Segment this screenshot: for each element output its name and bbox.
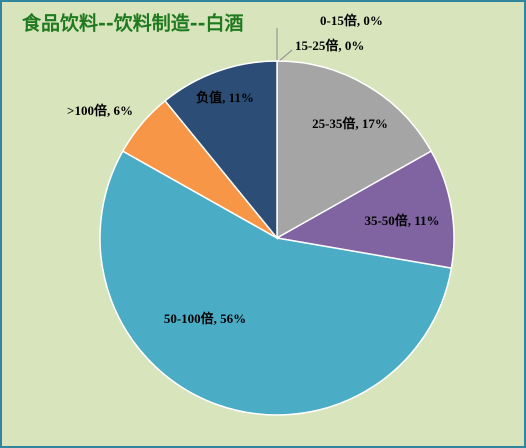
data-label: >100倍, 6%: [67, 103, 133, 118]
data-label: 25-35倍, 17%: [312, 116, 388, 131]
pie-slice: [276, 60, 433, 240]
pie-slice: [164, 60, 278, 241]
data-label: 0-15倍, 0%: [320, 13, 383, 28]
data-label: 50-100倍, 56%: [164, 311, 246, 326]
pie-slice: [99, 150, 453, 416]
pie-slice: [274, 150, 455, 269]
data-label: 15-25倍, 0%: [295, 38, 364, 53]
leader-line: [277, 49, 293, 63]
chart-title: 食品饮料--饮料制造--白酒: [22, 12, 244, 35]
data-label: 负值, 11%: [196, 90, 254, 105]
data-label: 35-50倍, 11%: [364, 213, 439, 228]
